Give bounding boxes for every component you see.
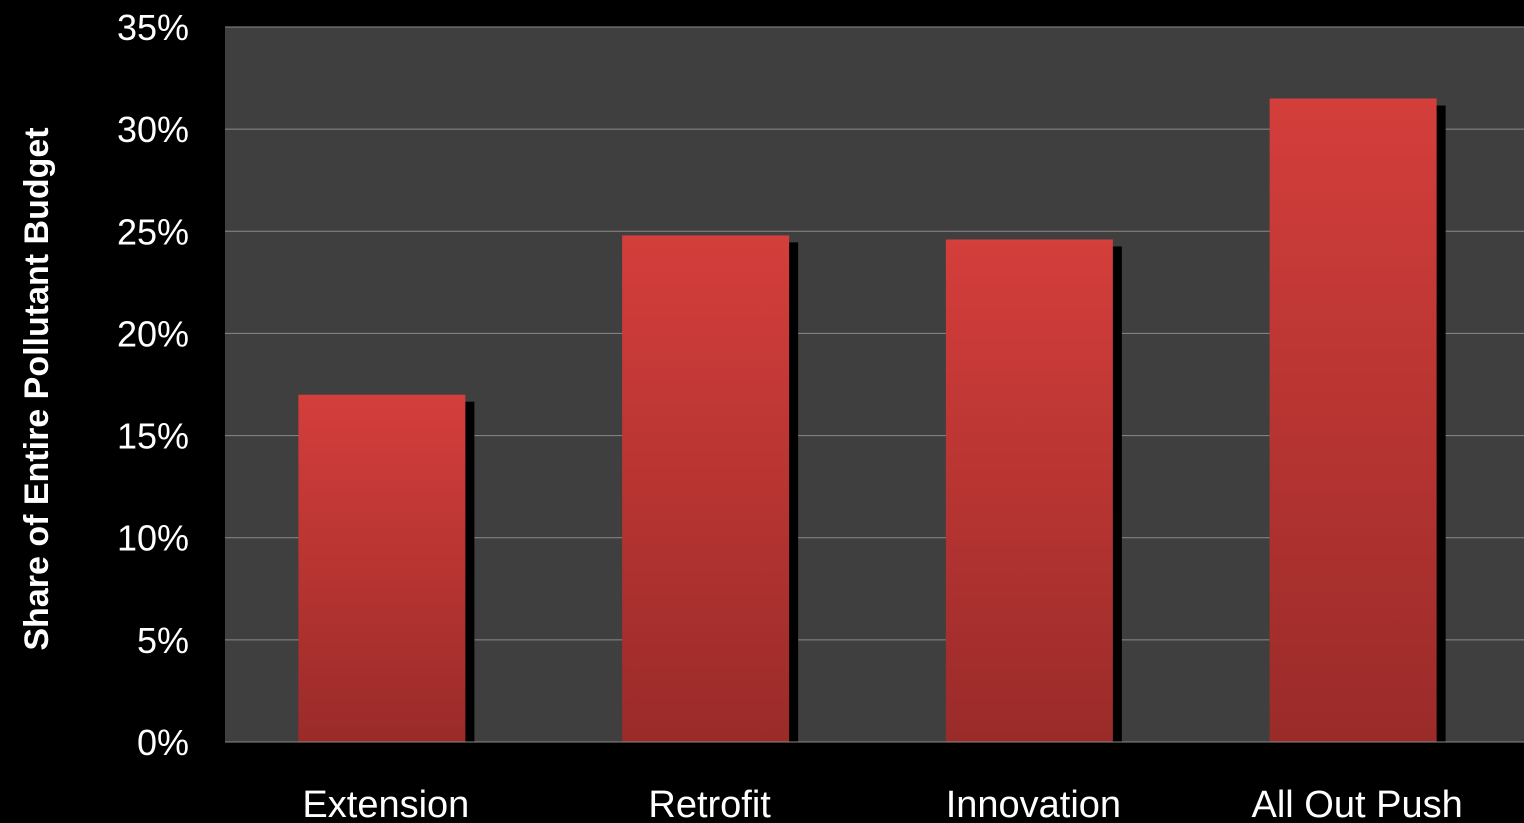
x-tick-labels: Extension Retrofit Innovation All Out Push — [302, 784, 1462, 823]
y-tick-label: 15% — [117, 416, 189, 457]
bar-innovation — [946, 239, 1113, 742]
bar-extension — [298, 395, 465, 742]
y-tick-label: 20% — [117, 313, 189, 354]
y-tick-label: 10% — [117, 518, 189, 559]
bar-all-out-push — [1270, 99, 1437, 743]
y-tick-label: 0% — [137, 722, 189, 763]
x-tick-label: All Out Push — [1252, 784, 1463, 823]
x-tick-label: Retrofit — [648, 784, 771, 823]
y-axis-title: Share of Entire Pollutant Budget — [18, 127, 56, 650]
x-tick-label: Extension — [302, 784, 469, 823]
y-tick-label: 25% — [117, 211, 189, 252]
y-tick-labels: 0% 5% 10% 15% 20% 25% 30% 35% — [117, 7, 189, 763]
bar-retrofit — [622, 235, 789, 742]
y-tick-label: 35% — [117, 7, 189, 48]
x-tick-label: Innovation — [946, 784, 1121, 823]
y-tick-label: 5% — [137, 620, 189, 661]
y-tick-label: 30% — [117, 109, 189, 150]
